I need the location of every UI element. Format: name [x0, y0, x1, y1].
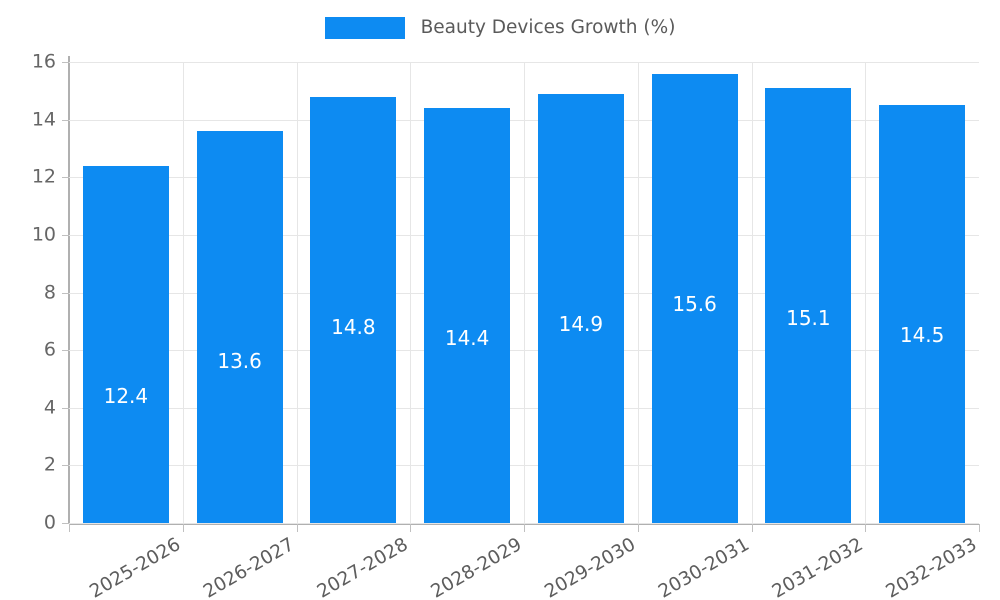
x-axis-tick	[638, 524, 639, 532]
y-axis-tick-label: 8	[43, 281, 56, 303]
bar-value-label: 12.4	[103, 383, 149, 408]
legend-label-beauty-devices-growth: Beauty Devices Growth (%)	[420, 16, 676, 38]
y-axis-tick	[62, 523, 69, 524]
gridline-vertical	[524, 62, 525, 523]
y-axis-tick	[62, 119, 69, 121]
plot-area	[69, 62, 979, 524]
y-axis-tick-label: 4	[43, 396, 56, 419]
gridline-vertical	[183, 62, 184, 523]
bar-value-label: 15.6	[672, 291, 717, 316]
chart-legend: Beauty Devices Growth (%)	[0, 10, 1000, 46]
bar-value-label: 14.5	[899, 323, 945, 348]
y-axis-tick-label: 12	[31, 165, 56, 188]
y-axis-tick	[62, 292, 69, 294]
x-axis-tick	[297, 524, 298, 532]
bar[interactable]	[537, 93, 624, 523]
y-axis-tick	[62, 350, 69, 352]
x-axis-tick	[979, 524, 980, 532]
y-axis-tick-label: 16	[31, 50, 56, 73]
y-axis-tick-label: 2	[43, 453, 56, 476]
gridline-vertical	[752, 62, 753, 523]
x-axis-tick	[865, 524, 866, 532]
x-axis-tick	[410, 524, 411, 532]
bar-value-label: 14.9	[558, 311, 604, 336]
bar[interactable]	[651, 73, 738, 523]
gridline-vertical	[297, 62, 298, 523]
y-axis-tick-label: 6	[43, 338, 56, 361]
bar[interactable]	[879, 105, 966, 523]
bar[interactable]	[82, 165, 169, 523]
bar[interactable]	[424, 108, 511, 523]
bar-value-label: 13.6	[217, 349, 262, 374]
y-axis-tick-label: 14	[31, 108, 56, 131]
legend-swatch-beauty-devices-growth[interactable]	[324, 17, 405, 39]
y-axis-tick-label: 10	[31, 223, 56, 246]
bar[interactable]	[310, 96, 397, 523]
x-axis-tick	[524, 524, 525, 532]
y-axis-tick	[62, 177, 69, 179]
y-axis-tick	[62, 234, 69, 236]
gridline-vertical	[865, 62, 866, 523]
bar-value-label: 14.4	[444, 326, 490, 351]
y-axis-tick	[62, 407, 69, 409]
x-axis-tick	[183, 524, 184, 532]
gridline-vertical	[410, 62, 411, 523]
y-axis-tick-label: 0	[43, 511, 56, 534]
bar-value-label: 15.1	[786, 305, 831, 330]
y-axis-spine	[68, 56, 70, 524]
x-axis-tick	[752, 524, 753, 532]
bar-value-label: 14.8	[331, 314, 376, 339]
y-axis-tick	[62, 62, 69, 63]
gridline-horizontal	[69, 523, 979, 524]
y-axis-tick-labels: 0 2 4 6 8 10 12 14 16	[0, 0, 56, 600]
gridline-vertical	[638, 62, 639, 523]
bar[interactable]	[196, 131, 283, 523]
bar[interactable]	[765, 87, 852, 523]
x-axis-tick	[69, 524, 70, 532]
y-axis-tick	[62, 465, 69, 467]
